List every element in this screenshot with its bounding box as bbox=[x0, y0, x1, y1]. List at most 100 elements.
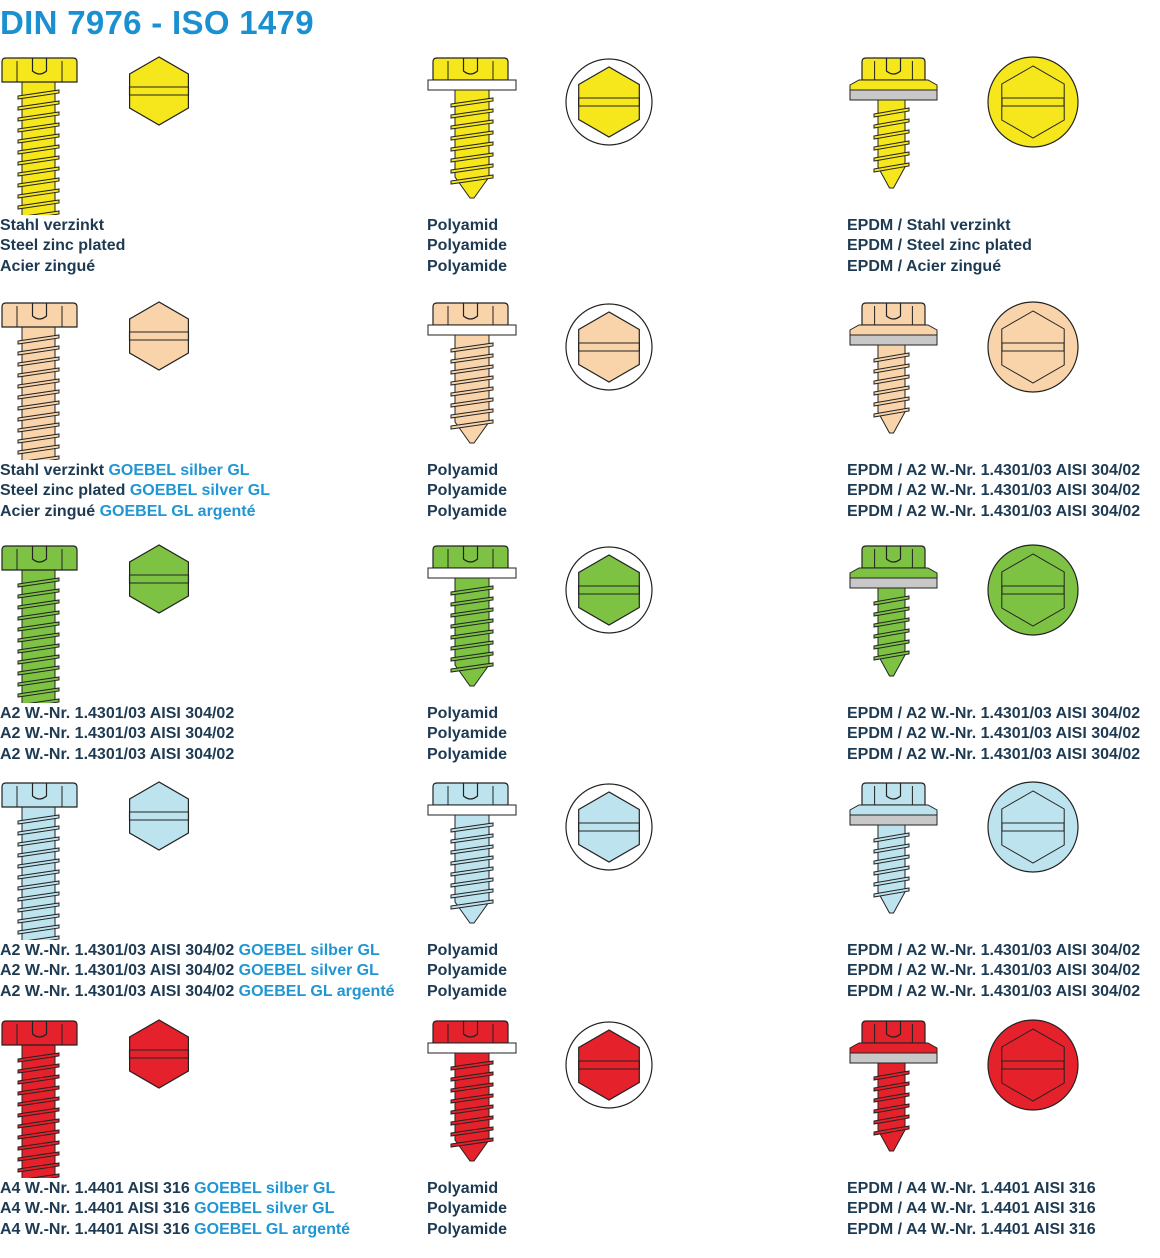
screw-thread bbox=[450, 152, 494, 163]
material-line: EPDM / A4 W.-Nr. 1.4401 AISI 316 bbox=[847, 1199, 1096, 1219]
material-line: Polyamid bbox=[427, 461, 507, 481]
material-name: A4 W.-Nr. 1.4401 AISI 316 bbox=[0, 1180, 195, 1197]
screw-drawing bbox=[849, 301, 1079, 434]
screw-thread bbox=[450, 353, 494, 364]
screw-head bbox=[1, 545, 78, 571]
screw-thread bbox=[17, 367, 60, 378]
material-line: A2 W.-Nr. 1.4301/03 AISI 304/02 bbox=[0, 704, 234, 724]
material-name: Steel zinc plated bbox=[0, 482, 130, 500]
screw-thread bbox=[17, 133, 60, 144]
screw-thread bbox=[873, 374, 910, 385]
material-line: Polyamide bbox=[427, 257, 507, 277]
screw-thread bbox=[17, 869, 60, 880]
screw-flange bbox=[849, 567, 938, 579]
screw-thread bbox=[873, 617, 910, 628]
screw-thread bbox=[17, 1129, 60, 1140]
screw-thread bbox=[17, 111, 60, 122]
screw-thread bbox=[450, 342, 494, 353]
material-line: Polyamide bbox=[427, 1199, 507, 1219]
screw-slot bbox=[885, 58, 902, 75]
epdm-washer bbox=[849, 89, 938, 101]
screw-head bbox=[861, 1020, 926, 1044]
screw-thread bbox=[17, 1052, 60, 1063]
material-name: Polyamide bbox=[427, 482, 508, 500]
screw-thread bbox=[17, 89, 60, 100]
material-name: EPDM / A2 W.-Nr. 1.4301/03 AISI 304/02 bbox=[847, 462, 1141, 479]
screw-thread bbox=[450, 651, 494, 662]
screw-thread bbox=[873, 843, 910, 854]
hex-outline-top-view bbox=[1001, 553, 1065, 627]
screw-thread bbox=[873, 1070, 910, 1081]
material-description: A2 W.-Nr. 1.4301/03 AISI 304/02 GOEBEL s… bbox=[0, 941, 395, 1002]
screw-thread bbox=[873, 107, 910, 118]
screw-thread bbox=[873, 118, 910, 129]
screw-plain: A2 W.-Nr. 1.4301/03 AISI 304/02 A2 W.-Nr.… bbox=[0, 543, 427, 783]
material-line: Polyamide bbox=[427, 724, 507, 744]
material-line: A2 W.-Nr. 1.4301/03 AISI 304/02 bbox=[0, 745, 234, 765]
screw-thread bbox=[450, 640, 494, 651]
material-line: EPDM / A2 W.-Nr. 1.4301/03 AISI 304/02 bbox=[847, 961, 1140, 981]
material-description: EPDM / A2 W.-Nr. 1.4301/03 AISI 304/02 EP… bbox=[847, 461, 1140, 522]
material-name: Polyamide bbox=[427, 745, 508, 763]
material-name: EPDM / A2 W.-Nr. 1.4301/03 AISI 304/02 bbox=[847, 942, 1141, 959]
screw-drawing bbox=[1, 781, 190, 940]
material-name: Acier zingué bbox=[0, 502, 100, 520]
material-line: Polyamide bbox=[427, 236, 507, 256]
material-line: Polyamid bbox=[427, 941, 507, 961]
screw-thread bbox=[17, 913, 60, 924]
material-name: EPDM / A2 W.-Nr. 1.4301/03 AISI 304/02 bbox=[847, 482, 1141, 500]
screw-head bbox=[1, 782, 78, 808]
material-line: EPDM / Stahl verzinkt bbox=[847, 216, 1032, 236]
material-line: EPDM / A4 W.-Nr. 1.4401 AISI 316 bbox=[847, 1220, 1096, 1240]
material-description: Stahl verzinkt GOEBEL silber GL Steel zin… bbox=[0, 461, 270, 522]
slot-top-view bbox=[128, 1049, 190, 1059]
screw-thread bbox=[17, 100, 60, 111]
screw-slot bbox=[462, 546, 479, 563]
screw-thread bbox=[17, 599, 60, 610]
screw-thread bbox=[450, 596, 494, 607]
screw-thread bbox=[17, 588, 60, 599]
screw-head bbox=[1, 1020, 78, 1046]
screw-slot bbox=[31, 783, 48, 800]
screw-thread bbox=[450, 108, 494, 119]
material-description: EPDM / A2 W.-Nr. 1.4301/03 AISI 304/02 EP… bbox=[847, 941, 1140, 1002]
screw-polyamide-washer: Polyamid Polyamide Polyamide bbox=[427, 300, 847, 540]
screw-drawing bbox=[1, 1019, 190, 1178]
material-line: EPDM / A2 W.-Nr. 1.4301/03 AISI 304/02 bbox=[847, 704, 1140, 724]
screw-thread bbox=[17, 825, 60, 836]
coating-name: GOEBEL silver GL bbox=[238, 962, 379, 980]
screw-thread bbox=[17, 1107, 60, 1118]
screw-flange bbox=[849, 1042, 938, 1054]
material-name: A2 W.-Nr. 1.4301/03 AISI 304/02 bbox=[0, 962, 239, 980]
slot-top-view bbox=[1001, 97, 1065, 107]
material-line: Steel zinc plated bbox=[0, 236, 125, 256]
screw-thread bbox=[17, 1096, 60, 1107]
screw-plain: A4 W.-Nr. 1.4401 AISI 316 GOEBEL silber … bbox=[0, 1018, 427, 1258]
screw-thread bbox=[17, 144, 60, 155]
screw-thread bbox=[450, 141, 494, 152]
epdm-washer bbox=[849, 334, 938, 346]
material-line: EPDM / A4 W.-Nr. 1.4401 AISI 316 bbox=[847, 1179, 1096, 1199]
screw-thread bbox=[873, 407, 910, 418]
material-line: Stahl verzinkt GOEBEL silber GL bbox=[0, 461, 270, 481]
screw-epdm-washer: EPDM / A2 W.-Nr. 1.4301/03 AISI 304/02 EP… bbox=[847, 300, 1160, 540]
screw-polyamide-washer: Polyamid Polyamide Polyamide bbox=[427, 780, 847, 1020]
screw-thread bbox=[450, 1082, 494, 1093]
screw-thread bbox=[450, 1060, 494, 1071]
screw-thread bbox=[17, 378, 60, 389]
hex-outline-top-view bbox=[1001, 310, 1065, 384]
screw-thread bbox=[873, 595, 910, 606]
screw-thread bbox=[28, 1173, 60, 1178]
screw-thread bbox=[28, 698, 60, 703]
screw-slot bbox=[31, 58, 48, 75]
screw-thread bbox=[17, 676, 60, 687]
hex-outline-top-view bbox=[1001, 790, 1065, 864]
screw-thread bbox=[450, 97, 494, 108]
material-name: EPDM / A2 W.-Nr. 1.4301/03 AISI 304/02 bbox=[847, 725, 1141, 743]
material-name: Polyamide bbox=[427, 237, 508, 255]
screw-thread bbox=[17, 1063, 60, 1074]
screw-thread bbox=[17, 654, 60, 665]
slot-top-view bbox=[128, 331, 190, 341]
page-title: DIN 7976 - ISO 1479 bbox=[0, 4, 314, 41]
screw-thread bbox=[450, 386, 494, 397]
